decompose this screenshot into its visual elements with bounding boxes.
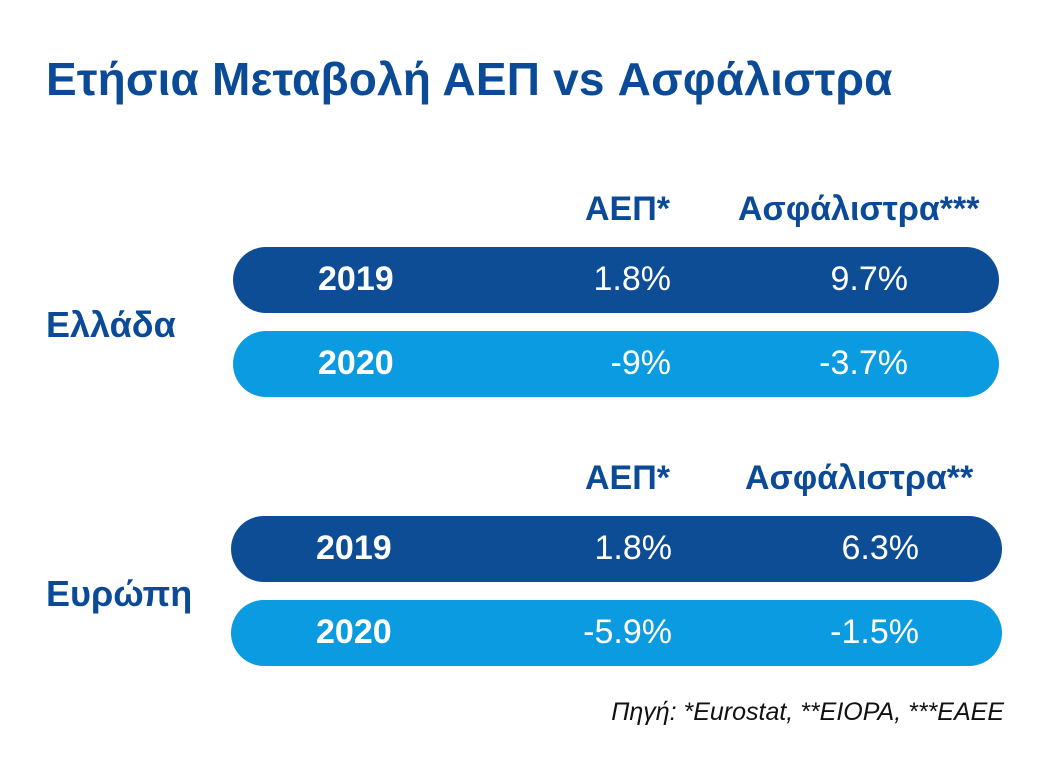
- gdp-column-header-greece: ΑΕΠ*: [585, 190, 671, 228]
- premiums-value: 6.3%: [841, 529, 920, 567]
- premiums-value: 9.7%: [830, 260, 909, 298]
- premiums-column-header-greece: Ασφάλιστρα***: [738, 190, 980, 228]
- premiums-column-header-europe: Ασφάλιστρα**: [745, 459, 974, 497]
- gdp-value: -9%: [610, 344, 671, 382]
- gdp-column-header-europe: ΑΕΠ*: [585, 459, 671, 497]
- row-europe-2019: 2019 1.8% 6.3%: [231, 516, 1002, 582]
- premiums-value: -1.5%: [830, 613, 919, 651]
- row-greece-2019: 2019 1.8% 9.7%: [233, 247, 999, 313]
- page-title: Ετήσια Μεταβολή ΑΕΠ vs Ασφάλιστρα: [46, 53, 893, 105]
- region-label-greece: Ελλάδα: [46, 304, 176, 345]
- row-greece-2020: 2020 -9% -3.7%: [233, 331, 999, 397]
- gdp-value: 1.8%: [594, 529, 673, 567]
- year-label: 2019: [318, 260, 394, 298]
- source-note: Πηγή: *Eurostat, **EIOPA, ***ΕΑΕΕ: [611, 698, 1004, 726]
- gdp-value: 1.8%: [593, 260, 672, 298]
- year-label: 2020: [318, 344, 394, 382]
- region-label-europe: Ευρώπη: [46, 573, 193, 614]
- year-label: 2019: [316, 529, 392, 567]
- gdp-value: -5.9%: [583, 613, 672, 651]
- year-label: 2020: [316, 613, 392, 651]
- row-europe-2020: 2020 -5.9% -1.5%: [231, 600, 1002, 666]
- premiums-value: -3.7%: [819, 344, 908, 382]
